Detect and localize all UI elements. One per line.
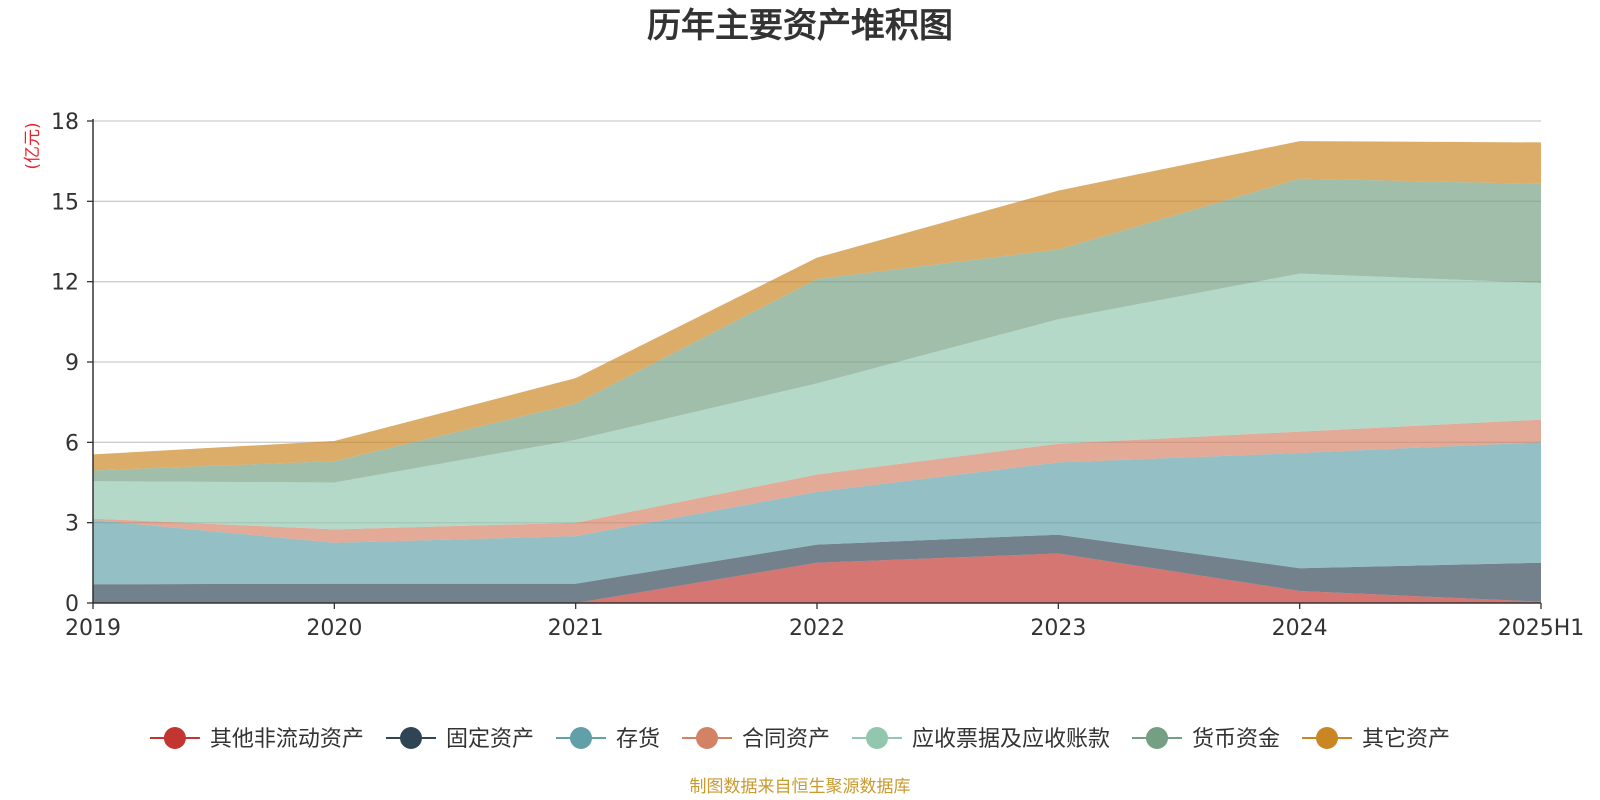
y-tick-labels: 0 3 6 9 12 15 18: [51, 110, 93, 617]
y-tick-label: 12: [51, 271, 79, 296]
legend-marker-icon: [570, 727, 592, 749]
area-series-3: [93, 419, 1541, 543]
y-tick-label: 9: [65, 351, 79, 376]
area-series-2: [93, 442, 1541, 585]
legend-label: 其它资产: [1362, 727, 1450, 752]
legend-item-6[interactable]: 其它资产: [1302, 727, 1450, 752]
y-tick-label: 3: [65, 512, 79, 537]
legend-marker-icon: [1316, 727, 1338, 749]
area-series: [93, 141, 1541, 603]
area-series-1: [93, 534, 1541, 603]
x-tick-labels: 2019 2020 2021 2022 2023 2024 2025H1: [65, 603, 1584, 641]
chart-title: 历年主要资产堆积图: [647, 6, 953, 46]
legend-label: 存货: [616, 727, 660, 752]
source-note: 制图数据来自恒生聚源数据库: [690, 777, 911, 797]
x-tick-label: 2024: [1272, 616, 1328, 641]
legend-item-1[interactable]: 固定资产: [386, 727, 534, 752]
y-tick-label: 18: [51, 110, 79, 135]
legend-item-4[interactable]: 应收票据及应收账款: [852, 727, 1110, 752]
x-tick-label: 2021: [548, 616, 604, 641]
area-series-0: [93, 553, 1541, 603]
x-tick-label: 2025H1: [1498, 616, 1585, 641]
legend-marker-icon: [866, 727, 888, 749]
y-axis-unit-label: (亿元): [23, 122, 43, 169]
legend-item-5[interactable]: 货币资金: [1132, 727, 1280, 752]
legend-label: 合同资产: [742, 727, 830, 752]
legend-item-0[interactable]: 其他非流动资产: [149, 727, 364, 752]
legend-marker-icon: [163, 727, 186, 749]
legend-label: 固定资产: [446, 727, 534, 752]
y-tick-label: 6: [65, 431, 79, 456]
legend-label: 其他非流动资产: [210, 727, 364, 752]
x-tick-label: 2022: [789, 616, 845, 641]
legend-label: 货币资金: [1192, 727, 1280, 752]
legend-item-3[interactable]: 合同资产: [682, 727, 830, 752]
legend-marker-icon: [1146, 727, 1168, 749]
legend-label: 应收票据及应收账款: [912, 727, 1110, 752]
legend-marker-icon: [400, 727, 422, 749]
area-series-4: [93, 273, 1541, 530]
x-tick-label: 2020: [306, 616, 362, 641]
area-series-6: [93, 141, 1541, 471]
y-tick-label: 15: [51, 190, 79, 215]
legend-item-2[interactable]: 存货: [556, 727, 660, 752]
area-series-5: [93, 178, 1541, 483]
y-tick-label: 0: [65, 592, 79, 617]
x-tick-label: 2023: [1030, 616, 1086, 641]
legend-marker-icon: [696, 727, 718, 749]
legend: 其他非流动资产 固定资产 存货 合同资产 应收票据及应收账款 货币资金 其它资产: [149, 727, 1450, 752]
x-tick-label: 2019: [65, 616, 121, 641]
